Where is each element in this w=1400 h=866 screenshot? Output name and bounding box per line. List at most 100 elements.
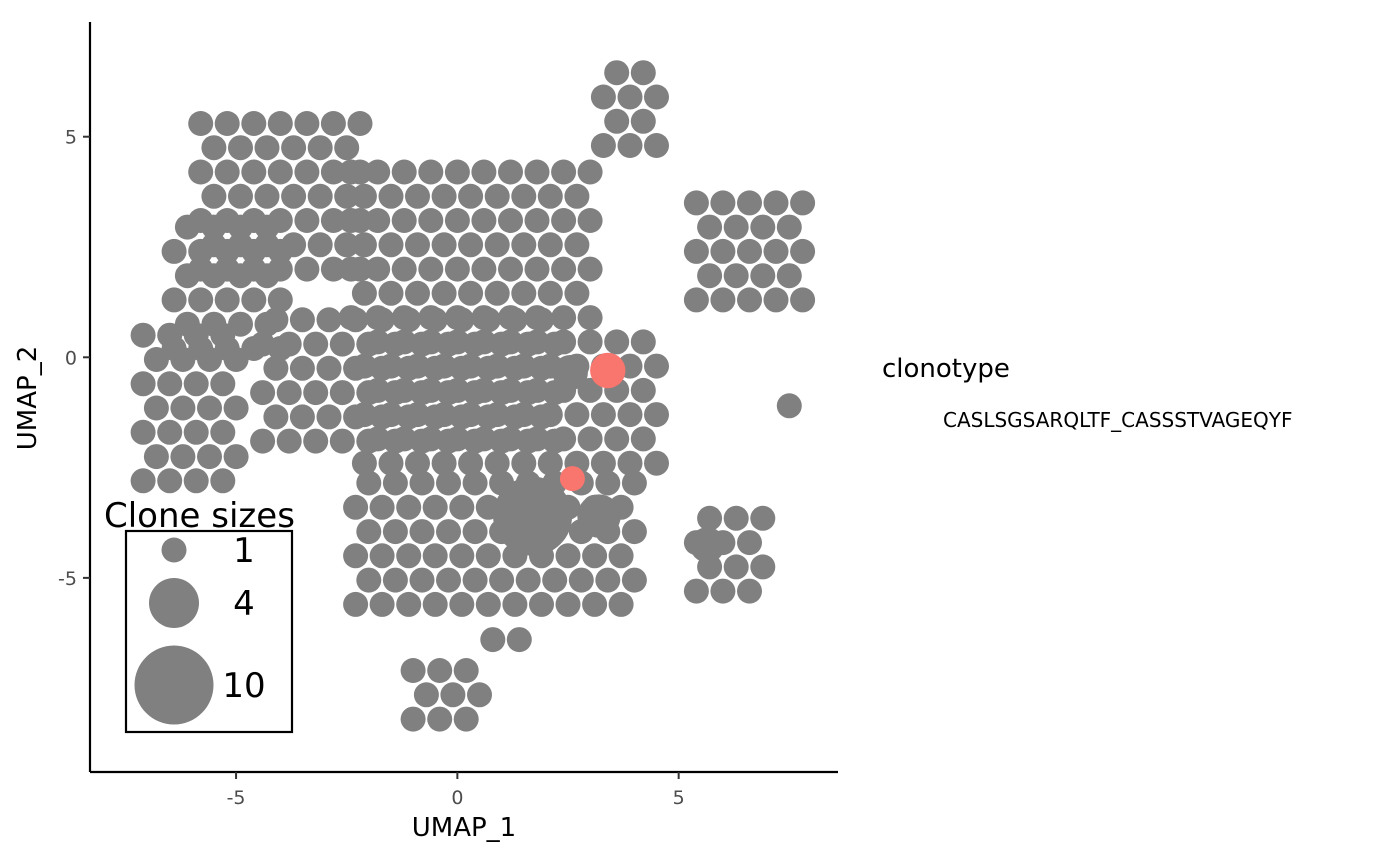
- size-legend-swatch: [134, 645, 214, 725]
- cell-point-10: [183, 419, 209, 445]
- cell-point-205: [511, 232, 537, 258]
- x-tick-label: 5: [673, 787, 685, 809]
- cell-point-266: [511, 402, 537, 428]
- cell-point-226: [564, 183, 590, 209]
- cell-point-288: [484, 353, 510, 379]
- size-legend-label: 10: [222, 666, 265, 706]
- cell-point-239: [405, 450, 430, 476]
- cell-point-214: [498, 208, 523, 233]
- cell-point-325: [568, 567, 594, 593]
- y-tick-label: -5: [58, 568, 77, 590]
- size-legend-label: 1: [233, 531, 255, 571]
- cell-point-275: [444, 377, 470, 403]
- cell-point-414: [697, 505, 723, 531]
- highlighted-clone-point-1: [559, 466, 585, 492]
- cell-point-57: [241, 256, 267, 282]
- cell-point-278: [524, 377, 550, 403]
- cell-point-19: [210, 371, 236, 397]
- points-layer: [130, 60, 816, 732]
- x-ticks: -5 0 5: [227, 772, 685, 809]
- cell-point-249: [365, 426, 391, 452]
- cell-point-187: [537, 280, 563, 306]
- cell-point-216: [551, 208, 577, 233]
- cell-point-211: [418, 208, 444, 233]
- cell-point-60: [320, 256, 346, 282]
- cell-point-37: [161, 287, 187, 313]
- cell-point-269: [590, 402, 616, 428]
- cell-point-67: [334, 232, 360, 258]
- cell-point-222: [458, 183, 484, 209]
- cell-point-252: [444, 426, 470, 452]
- cell-point-34: [201, 311, 227, 337]
- cell-point-90: [254, 135, 280, 161]
- cell-point-330: [396, 543, 422, 569]
- cell-point-14: [197, 395, 222, 421]
- cell-point-174: [444, 305, 470, 331]
- size-legend-label: 4: [233, 584, 255, 624]
- cell-point-33: [174, 311, 200, 337]
- cell-point-248: [644, 450, 669, 476]
- cell-point-101: [250, 428, 276, 454]
- x-axis-title: UMAP_1: [412, 813, 516, 843]
- cell-point-28: [161, 336, 187, 361]
- cell-point-289: [511, 353, 537, 379]
- cell-point-208: [338, 208, 364, 233]
- cell-point-209: [365, 208, 391, 233]
- cell-point-364: [436, 470, 461, 496]
- size-legend-swatch: [149, 578, 199, 628]
- x-tick-label: 0: [451, 787, 463, 809]
- cell-point-159: [263, 307, 289, 333]
- cell-point-230: [418, 159, 444, 185]
- cell-point-103: [303, 428, 329, 454]
- cell-point-100: [347, 111, 373, 136]
- cell-point-81: [188, 159, 214, 185]
- cell-point-196: [524, 256, 550, 282]
- cell-point-309: [422, 591, 448, 617]
- cell-point-398: [750, 214, 776, 240]
- cell-point-46: [161, 238, 187, 264]
- cell-point-304: [604, 329, 630, 355]
- cell-point-260: [351, 402, 377, 428]
- cell-point-253: [471, 426, 497, 452]
- cell-point-372: [590, 133, 616, 158]
- cell-point-317: [356, 567, 382, 593]
- cell-point-24: [130, 322, 156, 348]
- size-legend-items: 1 4 10: [134, 531, 266, 725]
- cell-point-12: [143, 395, 169, 421]
- cell-point-218: [351, 183, 377, 209]
- cell-point-160: [289, 307, 315, 333]
- cell-point-424: [427, 658, 453, 683]
- cell-point-283: [351, 353, 377, 379]
- y-tick-label: 5: [65, 127, 77, 149]
- cell-point-354: [449, 494, 475, 520]
- cell-point-115: [316, 404, 342, 430]
- size-legend-swatch: [161, 537, 187, 563]
- cell-point-331: [422, 543, 448, 569]
- cell-point-327: [621, 567, 647, 593]
- cell-point-69: [214, 208, 240, 233]
- cell-point-324: [542, 567, 568, 593]
- cell-point-395: [790, 238, 816, 264]
- cell-point-318: [382, 567, 408, 593]
- cell-point-9: [157, 419, 183, 445]
- cell-point-243: [511, 450, 537, 476]
- cell-point-77: [254, 183, 280, 209]
- cell-point-206: [537, 232, 563, 258]
- cell-point-178: [551, 305, 577, 331]
- cell-point-296: [391, 329, 417, 355]
- cell-point-235: [551, 159, 577, 185]
- cell-point-314: [555, 591, 581, 617]
- clone-point-3: [689, 527, 726, 563]
- cell-point-188: [564, 280, 590, 306]
- cell-point-418: [427, 706, 453, 732]
- cell-point-329: [369, 543, 395, 569]
- cell-point-391: [683, 238, 709, 264]
- cell-point-374: [644, 133, 669, 158]
- cell-point-182: [405, 280, 430, 306]
- cell-point-401: [710, 190, 736, 216]
- cell-point-73: [320, 208, 346, 233]
- cell-point-250: [391, 426, 417, 452]
- cell-point-388: [723, 263, 749, 289]
- cell-point-301: [524, 329, 550, 355]
- cell-point-399: [776, 214, 802, 240]
